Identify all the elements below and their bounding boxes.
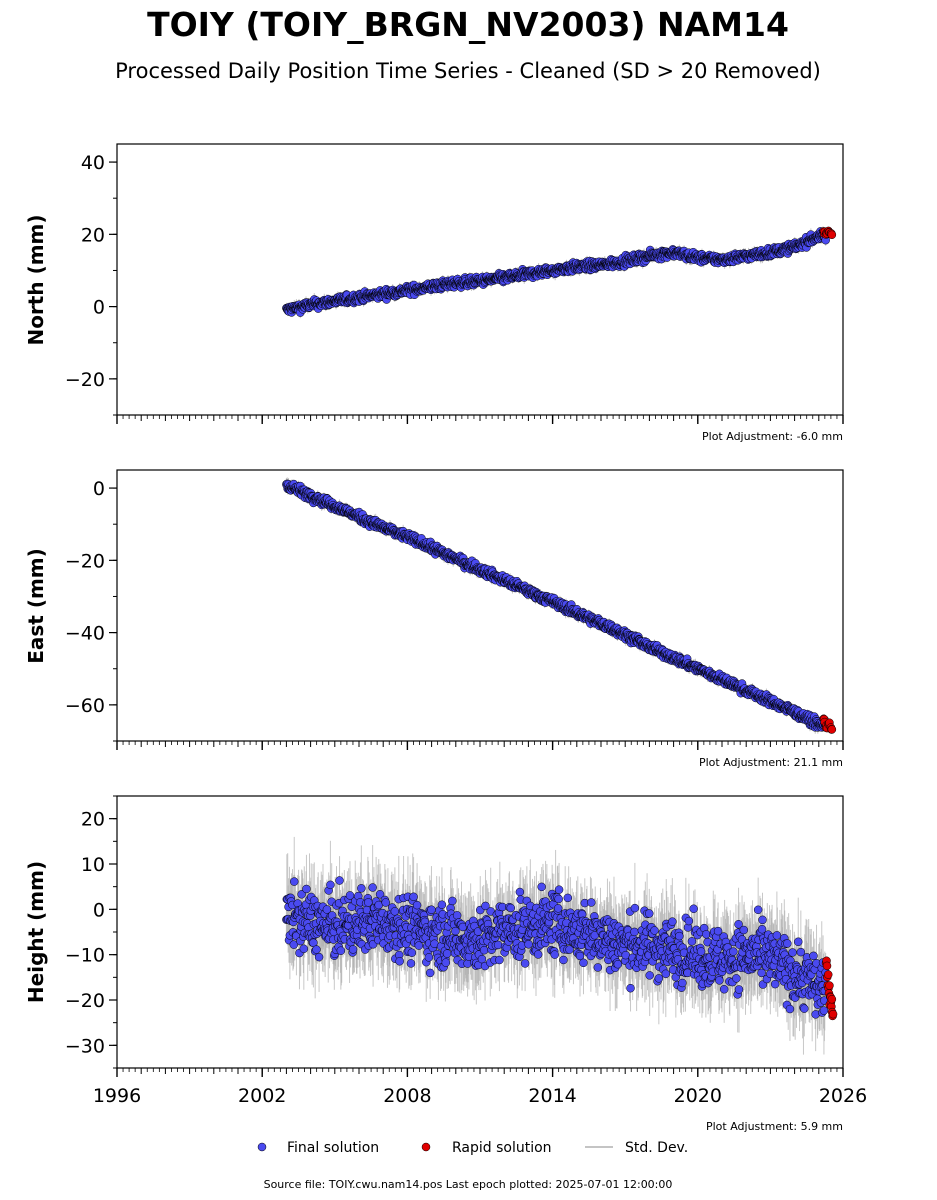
- chart-subtitle: Processed Daily Position Time Series - C…: [115, 59, 821, 83]
- north-panel: North (mm) Plot Adjustment: -6.0 mm −20 0…: [24, 143, 844, 443]
- plot-area: [282, 226, 837, 319]
- east-axis-label: East (mm): [24, 548, 48, 664]
- plot-area: [282, 477, 837, 734]
- y-tick-label: −20: [65, 369, 105, 391]
- north-plot-adjustment: Plot Adjustment: -6.0 mm: [702, 430, 843, 443]
- y-tick-label: 40: [81, 152, 105, 174]
- y-tick-label: 0: [93, 297, 105, 319]
- y-axis: −20 0 20 40: [65, 152, 117, 416]
- final-solution-points: [282, 479, 830, 732]
- rapid-point: [827, 230, 837, 240]
- east-panel: East (mm) Plot Adjustment: 21.1 mm −60−4…: [24, 469, 844, 769]
- y-tick-label: 20: [81, 224, 105, 246]
- final-solution-points: [282, 227, 830, 317]
- north-axis-label: North (mm): [24, 214, 48, 345]
- x-axis: [116, 415, 844, 424]
- chart-title: TOIY (TOIY_BRGN_NV2003) NAM14: [147, 5, 789, 44]
- east-plot-adjustment: Plot Adjustment: 21.1 mm: [699, 756, 843, 769]
- rapid-solution-points: [819, 226, 837, 240]
